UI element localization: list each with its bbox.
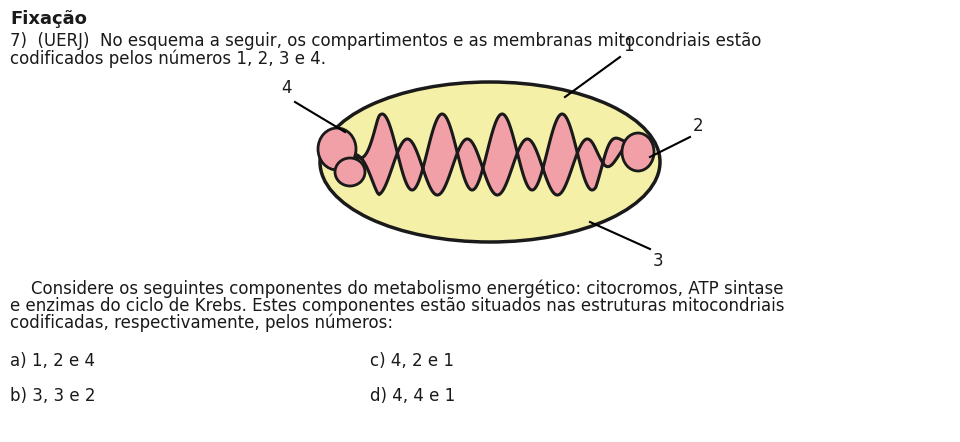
Text: 2: 2 — [693, 117, 704, 135]
Text: Fixação: Fixação — [10, 10, 86, 28]
Ellipse shape — [320, 82, 660, 242]
Text: c) 4, 2 e 1: c) 4, 2 e 1 — [370, 352, 454, 370]
Text: e enzimas do ciclo de Krebs. Estes componentes estão situados nas estruturas mit: e enzimas do ciclo de Krebs. Estes compo… — [10, 297, 784, 315]
Text: 4: 4 — [281, 79, 292, 97]
Polygon shape — [345, 114, 630, 195]
Text: d) 4, 4 e 1: d) 4, 4 e 1 — [370, 387, 455, 405]
Text: a) 1, 2 e 4: a) 1, 2 e 4 — [10, 352, 95, 370]
Text: b) 3, 3 e 2: b) 3, 3 e 2 — [10, 387, 95, 405]
Text: Considere os seguintes componentes do metabolismo energético: citocromos, ATP si: Considere os seguintes componentes do me… — [10, 280, 783, 298]
Text: codificadas, respectivamente, pelos números:: codificadas, respectivamente, pelos núme… — [10, 314, 394, 332]
Text: codificados pelos números 1, 2, 3 e 4.: codificados pelos números 1, 2, 3 e 4. — [10, 49, 326, 68]
Text: 3: 3 — [653, 252, 663, 270]
Text: 7)  (UERJ)  No esquema a seguir, os compartimentos e as membranas mitocondriais : 7) (UERJ) No esquema a seguir, os compar… — [10, 32, 761, 50]
Ellipse shape — [335, 158, 365, 186]
Text: 1: 1 — [623, 37, 634, 55]
Ellipse shape — [622, 133, 654, 171]
Ellipse shape — [318, 128, 356, 170]
